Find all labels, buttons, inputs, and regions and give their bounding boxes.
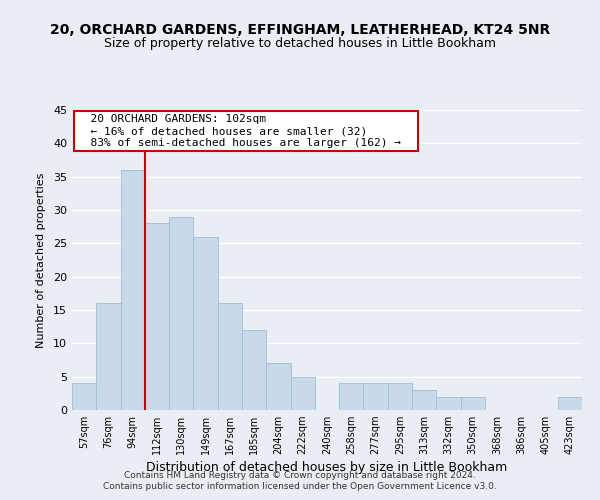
Bar — [242, 330, 266, 410]
Text: 20, ORCHARD GARDENS, EFFINGHAM, LEATHERHEAD, KT24 5NR: 20, ORCHARD GARDENS, EFFINGHAM, LEATHERH… — [50, 22, 550, 36]
Bar — [72, 384, 96, 410]
Bar — [145, 224, 169, 410]
Bar — [436, 396, 461, 410]
Text: 20 ORCHARD GARDENS: 102sqm  
  ← 16% of detached houses are smaller (32)  
  83%: 20 ORCHARD GARDENS: 102sqm ← 16% of deta… — [77, 114, 415, 148]
Bar — [218, 304, 242, 410]
Bar — [266, 364, 290, 410]
Bar — [558, 396, 582, 410]
Bar — [96, 304, 121, 410]
Bar — [412, 390, 436, 410]
X-axis label: Distribution of detached houses by size in Little Bookham: Distribution of detached houses by size … — [146, 462, 508, 474]
Bar — [121, 170, 145, 410]
Bar — [364, 384, 388, 410]
Text: Contains public sector information licensed under the Open Government Licence v3: Contains public sector information licen… — [103, 482, 497, 491]
Bar — [339, 384, 364, 410]
Bar — [461, 396, 485, 410]
Bar — [193, 236, 218, 410]
Y-axis label: Number of detached properties: Number of detached properties — [36, 172, 46, 348]
Bar — [290, 376, 315, 410]
Text: Contains HM Land Registry data © Crown copyright and database right 2024.: Contains HM Land Registry data © Crown c… — [124, 471, 476, 480]
Text: Size of property relative to detached houses in Little Bookham: Size of property relative to detached ho… — [104, 38, 496, 51]
Bar — [169, 216, 193, 410]
Bar — [388, 384, 412, 410]
